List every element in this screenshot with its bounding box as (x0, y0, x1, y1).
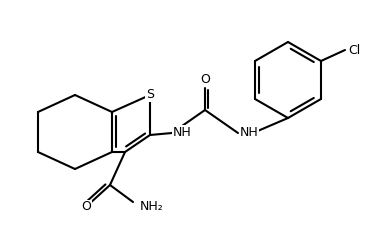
Text: NH₂: NH₂ (140, 200, 164, 212)
Text: NH: NH (240, 125, 259, 139)
Text: NH: NH (173, 125, 192, 139)
Text: Cl: Cl (348, 44, 360, 56)
Text: S: S (146, 88, 154, 102)
Text: O: O (81, 201, 91, 213)
Text: O: O (200, 73, 210, 86)
